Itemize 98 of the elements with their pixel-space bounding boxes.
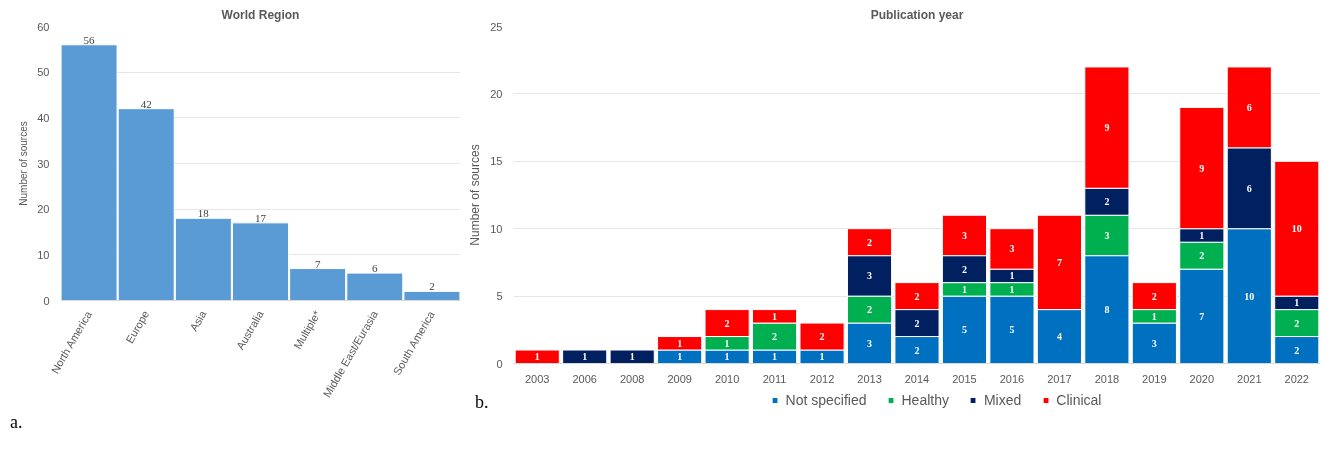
y-tick-label: 60 <box>37 20 50 33</box>
bar <box>562 349 608 364</box>
data-label: 6 <box>1246 101 1252 113</box>
data-label: 6 <box>1246 182 1252 194</box>
data-label: 56 <box>83 33 96 46</box>
x-tick-label: 2012 <box>809 372 835 385</box>
y-tick-label: 50 <box>37 66 50 79</box>
data-label: 1 <box>724 337 730 349</box>
data-label: 2 <box>1294 317 1300 329</box>
y-tick-label: 0 <box>43 294 50 307</box>
data-label: 1 <box>724 351 730 363</box>
data-label: 2 <box>1104 196 1110 208</box>
data-label: 2 <box>1294 344 1300 356</box>
y-tick-label: 10 <box>37 248 50 261</box>
x-tick-label: 2017 <box>1047 372 1072 385</box>
data-label: 3 <box>1151 337 1157 349</box>
data-label: 3 <box>867 337 873 349</box>
y-axis-title: Number of sources <box>18 121 30 206</box>
data-label: 1 <box>1199 229 1205 241</box>
data-label: 1 <box>677 337 683 349</box>
y-tick-label: 30 <box>37 157 50 170</box>
data-label: 2 <box>867 304 873 316</box>
y-tick-label: 10 <box>490 222 503 235</box>
x-tick-label: 2011 <box>762 372 787 385</box>
y-axis-title: Number of sources <box>468 144 483 246</box>
legend-label: Healthy <box>901 392 949 408</box>
data-label: 2 <box>914 317 920 329</box>
data-label: 2 <box>724 317 730 329</box>
data-label: 10 <box>1244 290 1255 302</box>
y-tick-label: 20 <box>490 87 503 100</box>
y-tick-label: 20 <box>37 203 50 216</box>
data-label: 18 <box>197 207 210 220</box>
data-label: 1 <box>961 283 967 295</box>
x-tick-label: 2003 <box>525 372 550 385</box>
data-label: 2 <box>1151 290 1157 302</box>
legend-label: Not specified <box>785 392 867 408</box>
chart-title: Publication year <box>870 7 964 22</box>
data-label: 2 <box>914 290 920 302</box>
x-tick-label: 2016 <box>999 372 1025 385</box>
legend-label: Mixed <box>983 392 1022 408</box>
text: b. <box>475 391 489 414</box>
data-label: 1 <box>629 351 635 363</box>
x-tick-label: 2008 <box>619 372 645 385</box>
x-tick-label: 2010 <box>714 372 740 385</box>
y-tick-label: 5 <box>496 290 503 303</box>
data-label: 3 <box>1009 243 1015 255</box>
data-label: 1 <box>677 351 683 363</box>
data-label: 2 <box>914 344 920 356</box>
x-tick-label: 2015 <box>952 372 977 385</box>
data-label: 1 <box>819 351 825 363</box>
data-label: 10 <box>1291 223 1302 235</box>
data-label: 42 <box>140 97 152 110</box>
data-label: 2 <box>867 236 873 248</box>
x-tick-label: 2022 <box>1284 372 1310 385</box>
x-tick-label: 2009 <box>667 372 692 385</box>
x-tick-label: 2014 <box>904 372 930 385</box>
x-tick-label: 2006 <box>572 372 597 385</box>
data-label: 8 <box>1104 304 1110 316</box>
y-tick-label: 25 <box>490 20 503 33</box>
legend-label: Clinical <box>1056 392 1102 408</box>
data-label: 1 <box>534 351 540 363</box>
y-tick-label: 40 <box>37 111 50 124</box>
y-tick-label: 0 <box>496 357 503 370</box>
data-label: 5 <box>1009 324 1015 336</box>
x-tick-label: 2018 <box>1094 372 1120 385</box>
data-label: 2 <box>1199 250 1205 262</box>
data-label: 1 <box>772 310 778 322</box>
data-label: 17 <box>255 211 267 224</box>
data-label: 1 <box>1151 310 1157 322</box>
data-label: 5 <box>961 324 967 336</box>
data-label: 7 <box>1199 310 1205 322</box>
x-tick-label: 2021 <box>1237 372 1262 385</box>
data-label: 2 <box>429 280 435 293</box>
data-label: 6 <box>372 262 379 275</box>
data-label: 3 <box>1104 229 1110 241</box>
data-label: 7 <box>314 257 321 270</box>
data-label: 9 <box>1104 122 1110 134</box>
bar <box>609 349 655 364</box>
data-label: 9 <box>1199 162 1205 174</box>
data-label: 4 <box>1056 331 1062 343</box>
data-label: 2 <box>772 331 778 343</box>
data-label: 1 <box>1009 270 1015 282</box>
text: a. <box>10 411 23 434</box>
data-label: 1 <box>1294 297 1300 309</box>
x-tick-label: 2019 <box>1142 372 1167 385</box>
data-label: 3 <box>961 229 967 241</box>
data-label: 2 <box>961 263 967 275</box>
data-label: 1 <box>1009 283 1015 295</box>
data-label: 2 <box>819 331 825 343</box>
data-label: 7 <box>1056 256 1062 268</box>
data-label: 1 <box>772 351 778 363</box>
data-label: 1 <box>582 351 588 363</box>
bar <box>514 349 560 364</box>
chart-title: World Region <box>221 7 300 22</box>
y-tick-label: 15 <box>490 155 503 168</box>
data-label: 3 <box>867 270 873 282</box>
x-tick-label: 2013 <box>857 372 882 385</box>
x-tick-label: 2020 <box>1189 372 1215 385</box>
